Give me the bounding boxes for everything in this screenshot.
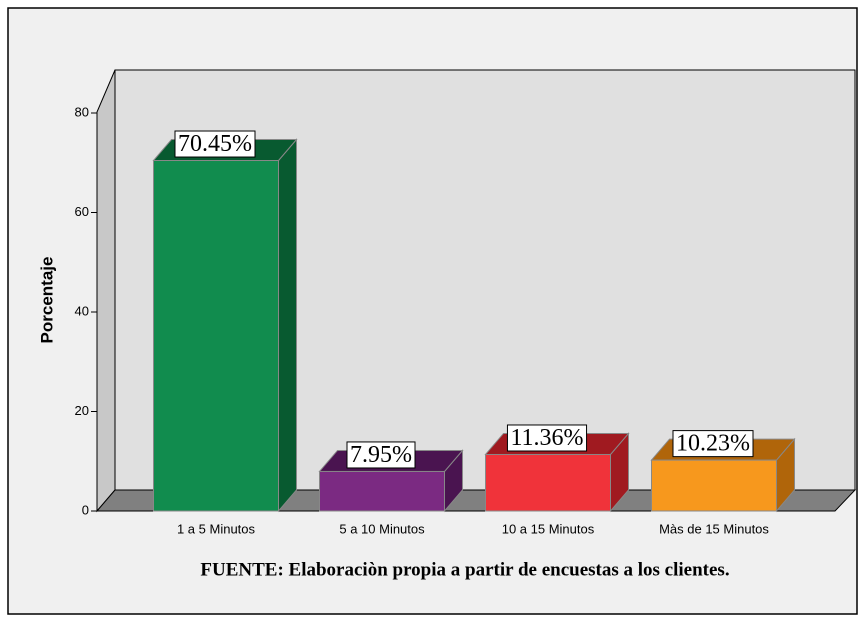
y-tick-label: 0: [82, 502, 89, 517]
x-tick-label: Màs de 15 Minutos: [659, 521, 769, 536]
value-label-box: [506, 424, 588, 452]
footnote: FUENTE: Elaboraciòn propia a partir de e…: [200, 559, 729, 580]
x-tick-label: 10 a 15 Minutos: [502, 521, 595, 536]
bar: [319, 470, 445, 512]
y-axis-label: Porcentaje: [37, 257, 56, 344]
x-tick-label: 5 a 10 Minutos: [339, 521, 425, 536]
value-label: 10.23%: [676, 431, 750, 457]
bar: [485, 453, 611, 512]
value-label-box: [346, 441, 416, 469]
value-label-box: [672, 430, 754, 458]
bar: [651, 459, 777, 512]
value-label: 7.95%: [350, 442, 412, 468]
y-tick-label: 40: [75, 303, 89, 318]
y-tick-label: 80: [75, 104, 89, 119]
bar: [153, 160, 279, 512]
value-label-box: [174, 130, 256, 158]
value-label: 11.36%: [510, 425, 583, 451]
value-label: 70.45%: [178, 131, 252, 157]
y-tick-label: 20: [75, 403, 89, 418]
bar-side: [278, 138, 297, 513]
side-wall: [96, 69, 116, 513]
x-tick-label: 1 a 5 Minutos: [177, 521, 256, 536]
y-tick-label: 60: [75, 204, 89, 219]
